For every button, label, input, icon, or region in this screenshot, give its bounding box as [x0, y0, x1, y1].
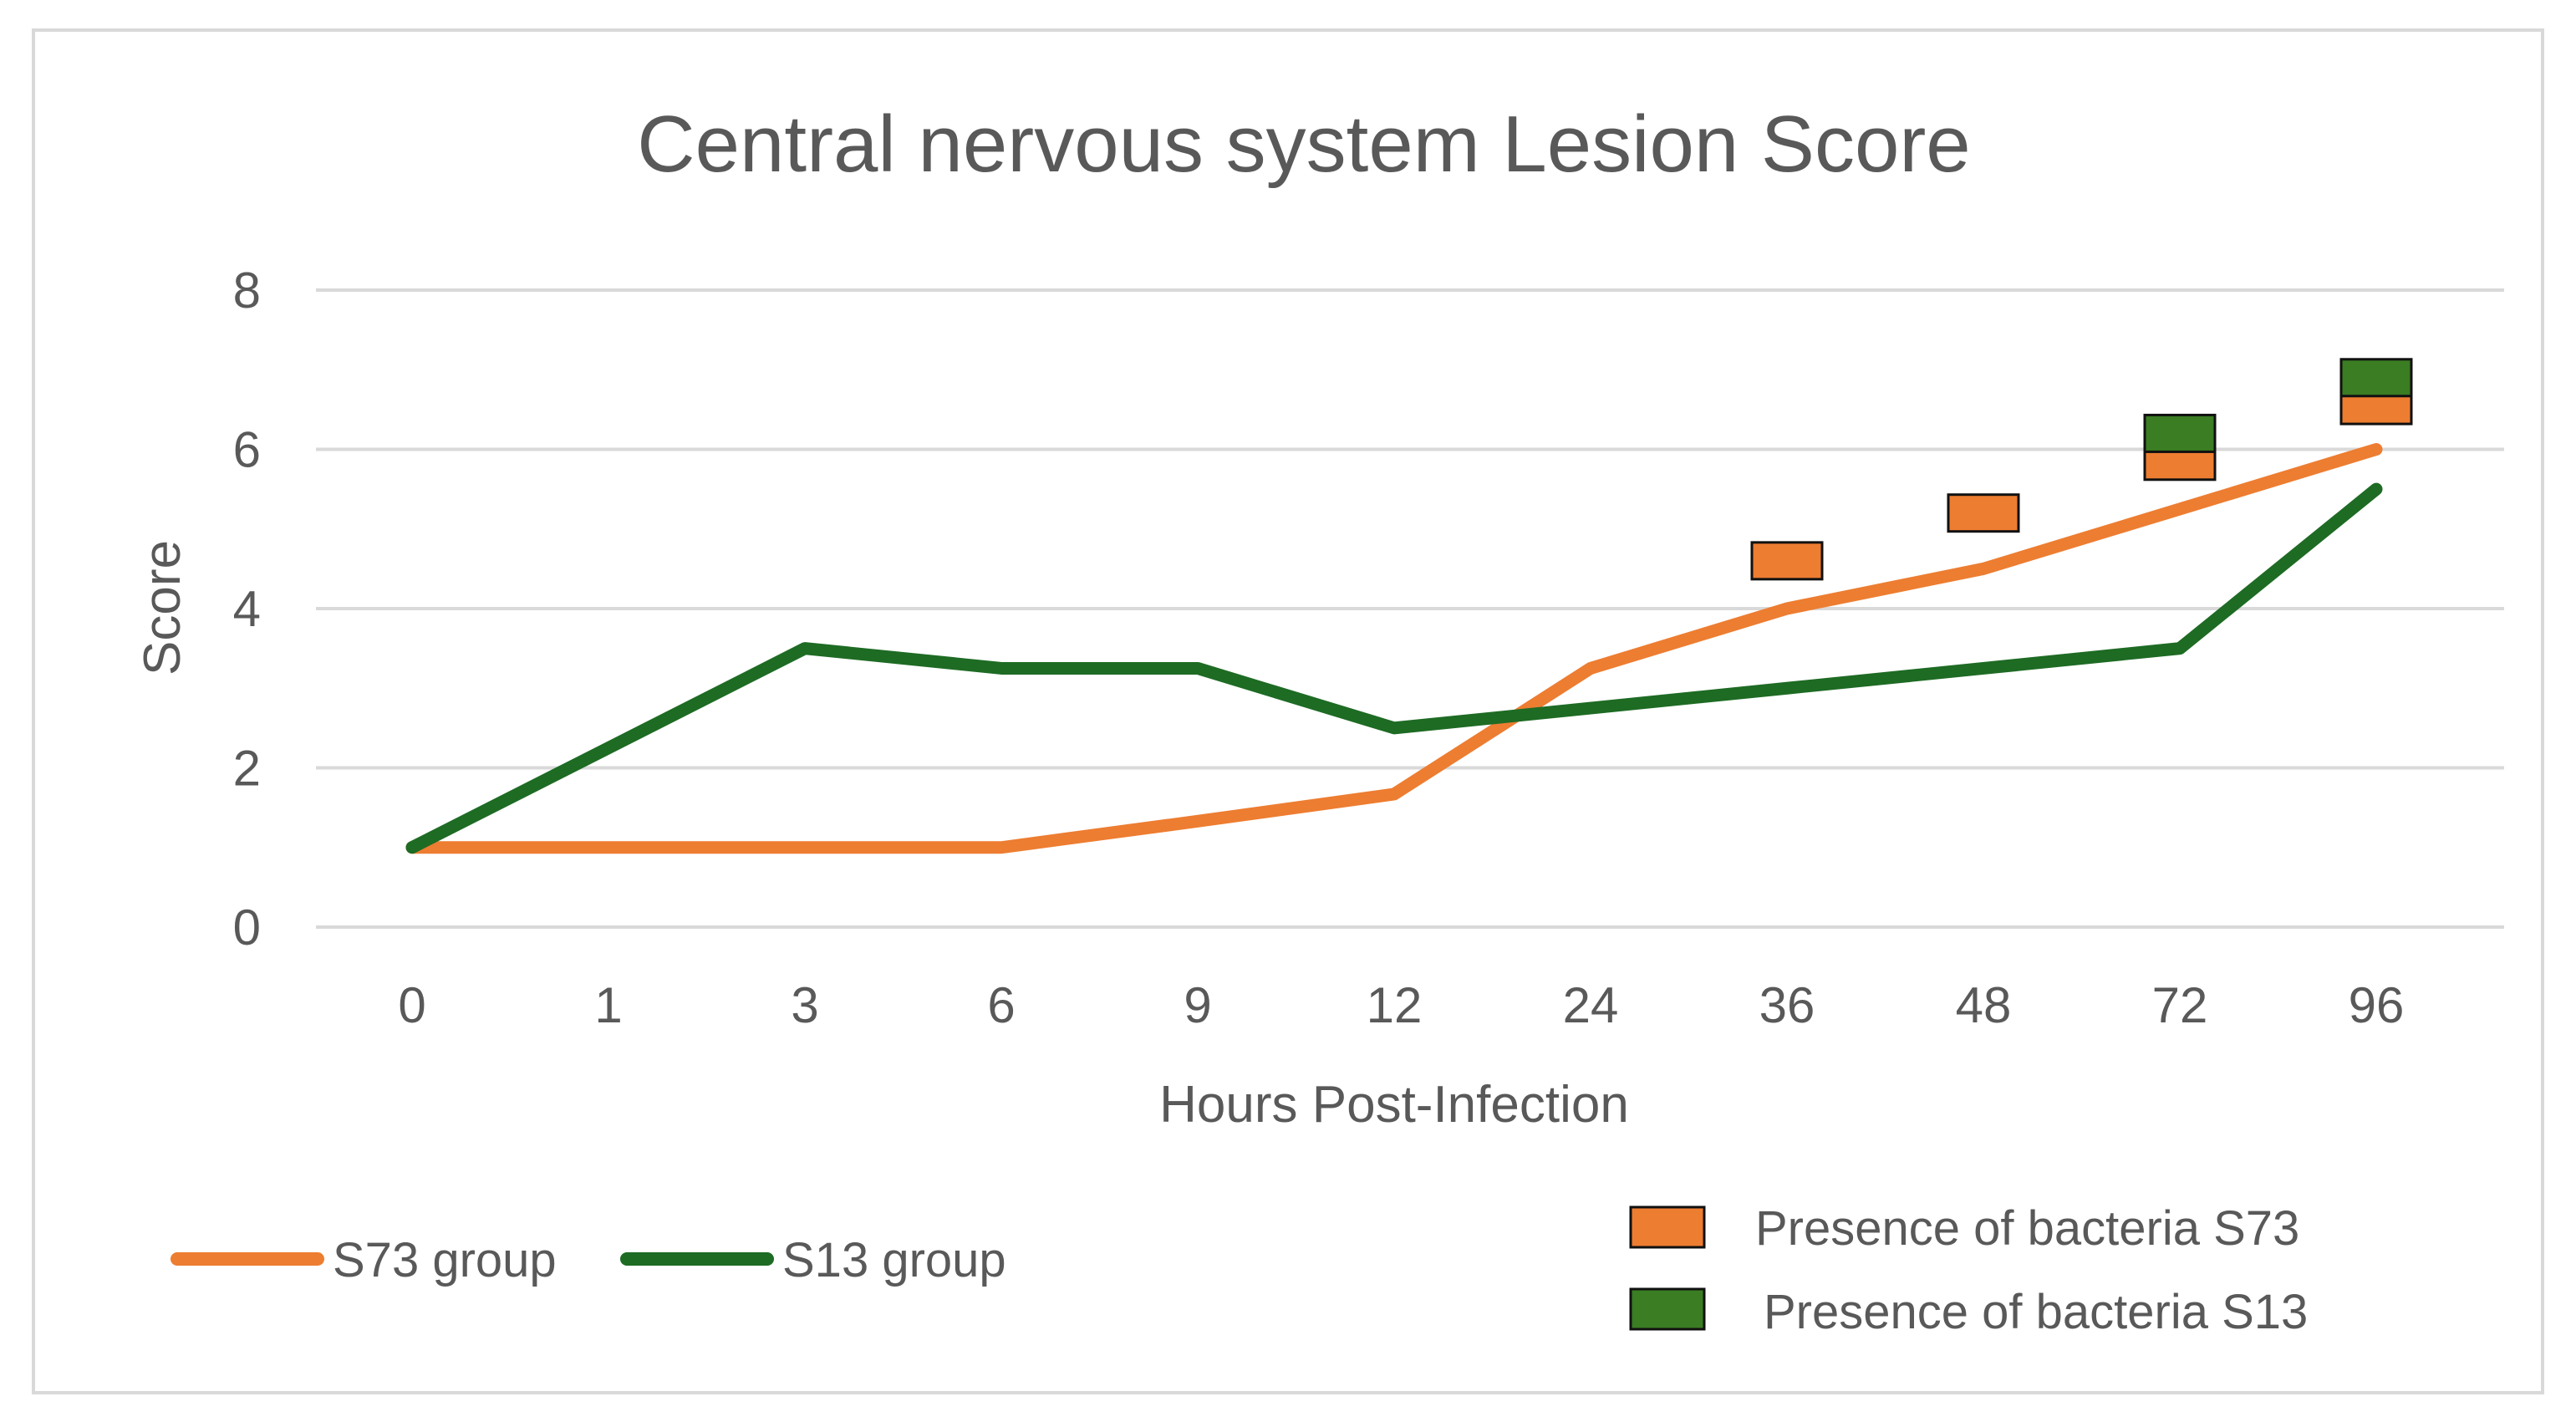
legend-swatch-bacteria-s73 — [1631, 1207, 1704, 1247]
x-tick-label: 48 — [1956, 977, 2012, 1033]
y-tick-label: 0 — [233, 900, 261, 956]
x-tick-label: 72 — [2152, 977, 2208, 1033]
x-tick-label: 36 — [1759, 977, 1815, 1033]
x-tick-label: 1 — [594, 977, 622, 1033]
legend-markers: Presence of bacteria S73 Presence of bac… — [1631, 1201, 2308, 1339]
legend-swatch-bacteria-s13 — [1631, 1289, 1704, 1329]
line-chart: Central nervous system Lesion Score 0246… — [0, 0, 2576, 1427]
marker-presence-of-bacteria-s73-48h — [1948, 495, 2019, 532]
legend-label-s73-group: S73 group — [333, 1233, 557, 1287]
x-tick-label: 12 — [1367, 977, 1423, 1033]
x-tick-label: 0 — [398, 977, 425, 1033]
legend-series: S73 group S13 group — [177, 1233, 1006, 1287]
y-axis-label: Score — [134, 540, 191, 675]
x-tick-label: 3 — [791, 977, 818, 1033]
legend-label-s13-group: S13 group — [782, 1233, 1006, 1287]
legend-label-bacteria-s13: Presence of bacteria S13 — [1764, 1285, 2308, 1339]
x-axis-ticks: 01369122436487296 — [398, 977, 2404, 1033]
y-tick-label: 8 — [233, 262, 261, 319]
x-tick-label: 96 — [2349, 977, 2405, 1033]
x-axis-label: Hours Post-Infection — [1159, 1076, 1629, 1134]
y-axis-ticks: 0 2 4 6 8 — [233, 262, 261, 956]
x-tick-label: 9 — [1184, 977, 1211, 1033]
y-tick-label: 4 — [233, 581, 261, 637]
marker-presence-of-bacteria-s73-36h — [1752, 543, 1822, 579]
chart-title: Central nervous system Lesion Score — [637, 99, 1970, 189]
marker-presence-of-bacteria-s13-72h — [2145, 415, 2215, 451]
gridlines — [316, 290, 2504, 927]
y-tick-label: 6 — [233, 422, 261, 478]
series-lines — [412, 450, 2376, 848]
series-line-s73-group — [412, 450, 2376, 848]
x-tick-label: 6 — [987, 977, 1015, 1033]
x-tick-label: 24 — [1563, 977, 1619, 1033]
y-tick-label: 2 — [233, 741, 261, 797]
legend-label-bacteria-s73: Presence of bacteria S73 — [1755, 1201, 2299, 1256]
marker-presence-of-bacteria-s13-96h — [2341, 359, 2411, 396]
